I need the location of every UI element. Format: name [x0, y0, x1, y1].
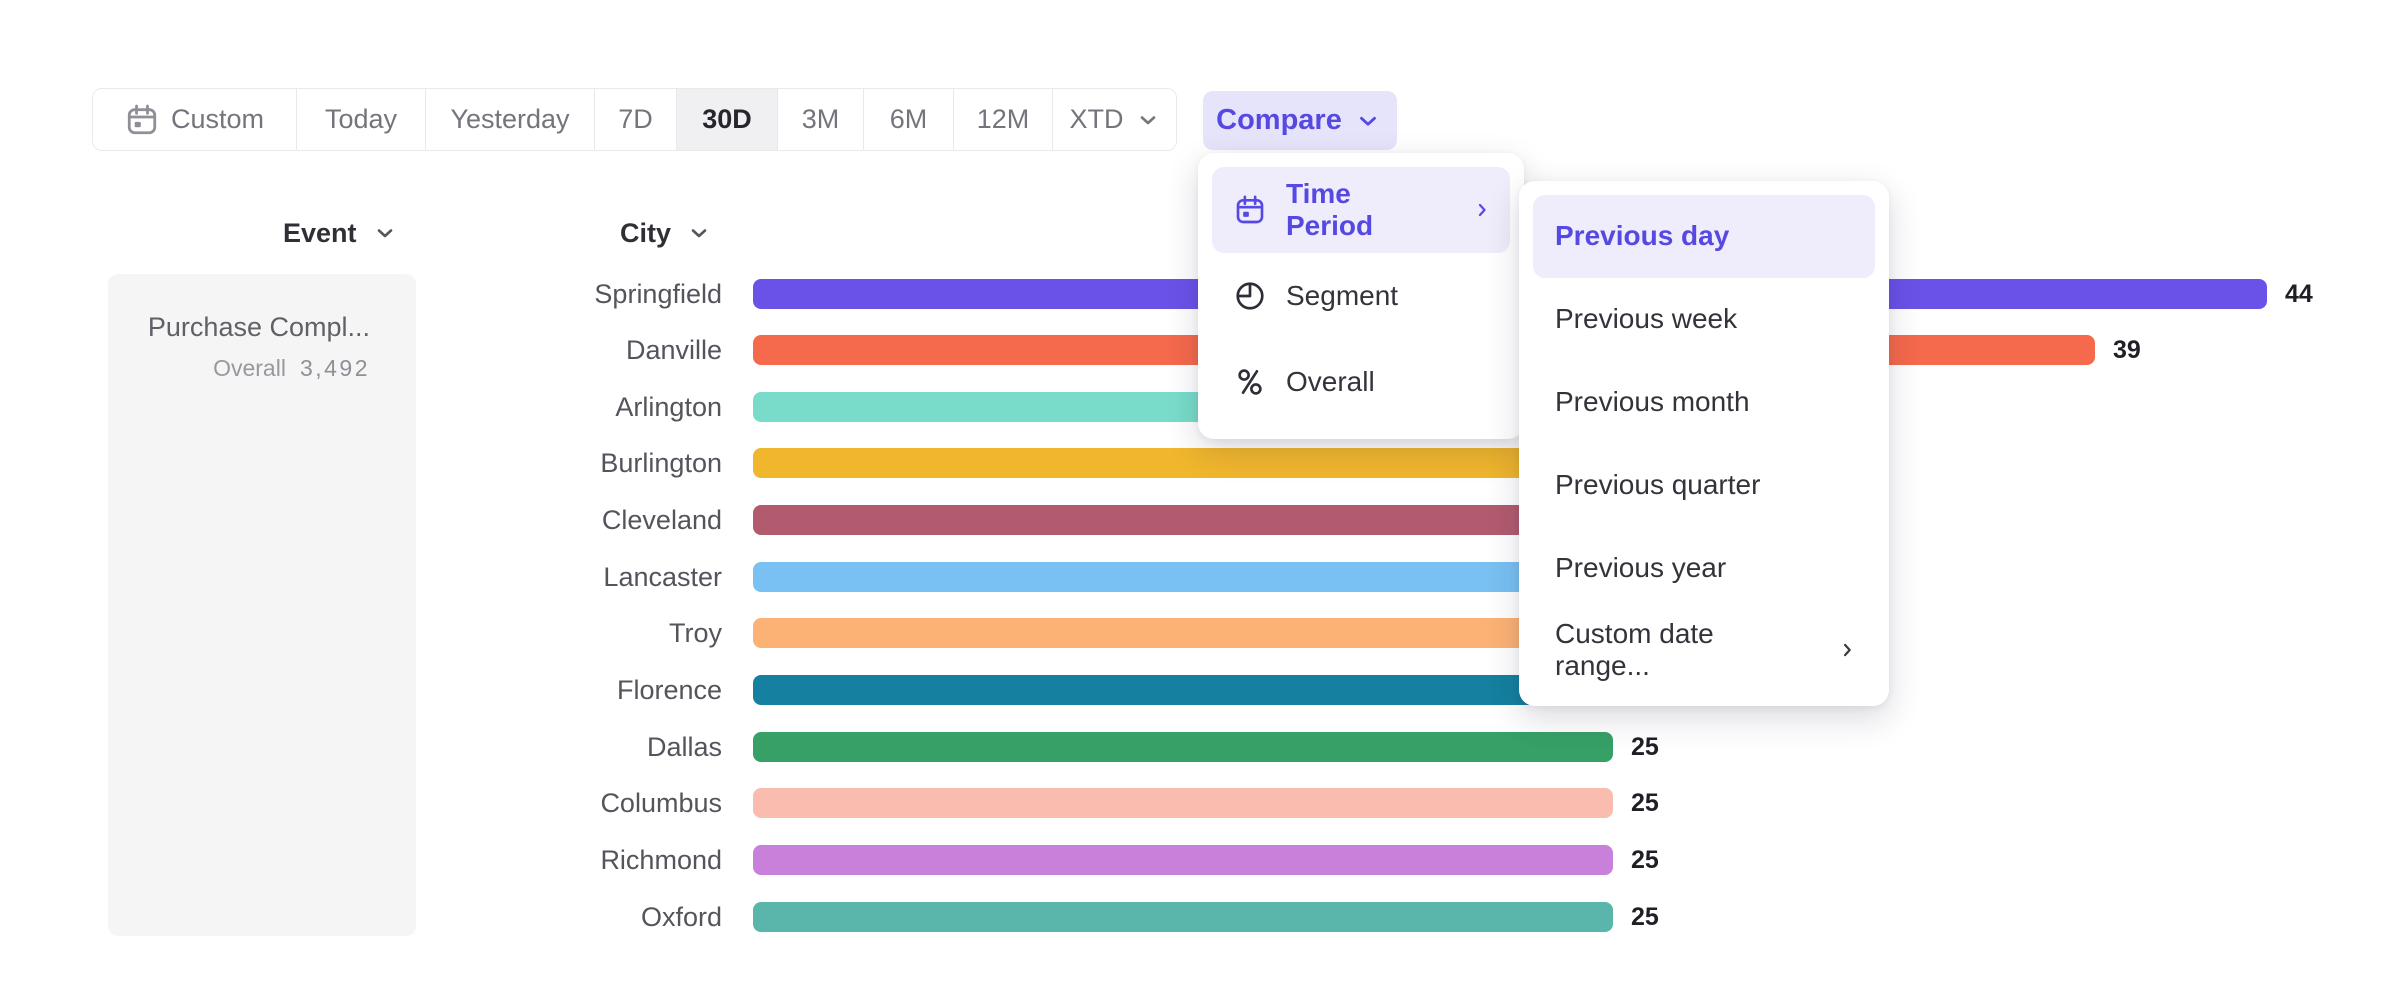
calendar-icon — [1234, 194, 1266, 226]
city-label-danville: Danville — [625, 335, 722, 366]
date-range-label: Yesterday — [450, 104, 570, 134]
event-column-header-label: Event — [283, 217, 357, 248]
chevron-down-icon — [683, 221, 715, 245]
menu-item-label: Time Period — [1286, 178, 1374, 241]
bar-columbus[interactable] — [753, 788, 1613, 819]
compare-menu: Time Period Segment Overall — [1198, 153, 1524, 439]
event-column-header[interactable]: Event — [283, 216, 401, 250]
city-label-arlington: Arlington — [615, 391, 722, 422]
date-range-custom[interactable]: Custom — [93, 89, 297, 150]
city-label-burlington: Burlington — [600, 448, 722, 479]
bar-dallas[interactable] — [753, 731, 1613, 762]
bar-value-dallas: 25 — [1631, 732, 1659, 761]
percent-icon — [1234, 366, 1266, 398]
compare-button[interactable]: Compare — [1203, 91, 1397, 150]
menu-item-label: Overall — [1286, 366, 1375, 397]
menu-item-label: Previous month — [1555, 385, 1750, 417]
menu-item-label: Previous year — [1555, 551, 1727, 583]
date-range-label: 7D — [618, 104, 653, 134]
pie-segment-icon — [1234, 280, 1266, 312]
city-label-lancaster: Lancaster — [603, 561, 722, 592]
chevron-down-icon — [377, 229, 392, 238]
time-period-option-previous-month[interactable]: Previous month — [1533, 361, 1875, 444]
bar-value-oxford: 25 — [1631, 902, 1659, 931]
time-period-submenu: Previous day Previous week Previous month P… — [1519, 181, 1889, 706]
menu-item-label: Custom date range... — [1555, 618, 1714, 682]
chevron-down-icon — [1352, 108, 1384, 134]
date-range-label: XTD — [1069, 104, 1124, 134]
calendar-icon — [1236, 195, 1264, 224]
date-range-12m[interactable]: 12M — [954, 89, 1053, 150]
chevron-down-icon — [1359, 116, 1376, 126]
percent-icon — [1238, 369, 1262, 395]
date-range-30d[interactable]: 30D — [677, 89, 778, 150]
menu-item-label: Segment — [1286, 280, 1399, 311]
time-period-option-previous-day[interactable]: Previous day — [1533, 195, 1875, 278]
time-period-option-previous-week[interactable]: Previous week — [1533, 278, 1875, 361]
chevron-down-icon — [691, 229, 707, 238]
bar-oxford[interactable] — [753, 901, 1613, 932]
overall-label: Overall — [213, 355, 286, 381]
time-period-option-custom-date-range[interactable]: Custom date range... — [1533, 609, 1875, 692]
city-label-springfield: Springfield — [594, 278, 722, 309]
date-range-yesterday[interactable]: Yesterday — [426, 89, 595, 150]
chevron-right-icon — [1478, 203, 1486, 217]
date-range-3m[interactable]: 3M — [778, 89, 864, 150]
bar-value-columbus: 25 — [1631, 789, 1659, 818]
date-range-label: Custom — [170, 104, 265, 134]
city-label-oxford: Oxford — [640, 901, 722, 932]
menu-item-label: Previous week — [1555, 303, 1738, 335]
city-column-header[interactable]: City — [620, 216, 715, 250]
date-range-label: 6M — [889, 104, 928, 134]
compare-menu-item-overall[interactable]: Overall — [1212, 339, 1510, 425]
overall-value: 3,492 — [299, 355, 370, 381]
pie-segment-icon — [1236, 282, 1264, 310]
chevron-down-icon — [1140, 115, 1155, 124]
bar-value-springfield: 44 — [2285, 279, 2313, 308]
city-label-columbus: Columbus — [600, 788, 722, 819]
event-card[interactable]: Purchase Compl... Overall 3,492 — [108, 274, 416, 936]
date-range-label: Today — [324, 104, 398, 134]
date-range-xtd[interactable]: XTD — [1053, 89, 1176, 150]
city-label-dallas: Dallas — [646, 731, 722, 762]
chevron-down-icon — [369, 221, 401, 245]
chevron-right-icon — [1843, 644, 1851, 657]
menu-item-label: Previous day — [1555, 220, 1730, 252]
compare-button-label: Compare — [1216, 104, 1342, 136]
date-range-label: 12M — [976, 104, 1030, 134]
date-range-6m[interactable]: 6M — [864, 89, 954, 150]
calendar-icon — [127, 104, 157, 134]
compare-menu-item-time-period[interactable]: Time Period — [1212, 167, 1510, 253]
menu-item-label: Previous quarter — [1555, 468, 1761, 500]
city-column-header-label: City — [620, 217, 672, 248]
bar-value-richmond: 25 — [1631, 846, 1659, 874]
time-period-option-previous-year[interactable]: Previous year — [1533, 526, 1875, 609]
time-period-option-previous-quarter[interactable]: Previous quarter — [1533, 443, 1875, 526]
event-name: Purchase Compl... — [147, 312, 370, 342]
bar-richmond[interactable] — [753, 845, 1613, 875]
date-range-toolbar: Custom Today Yesterday 7D 30D 3M 6M 12M XTD — [92, 88, 1177, 151]
date-range-7d[interactable]: 7D — [595, 89, 677, 150]
compare-menu-item-segment[interactable]: Segment — [1212, 253, 1510, 339]
city-label-cleveland: Cleveland — [601, 505, 722, 536]
city-label-troy: Troy — [669, 618, 722, 649]
event-overall-row: Overall 3,492 — [128, 355, 370, 382]
date-range-label: 3M — [801, 104, 840, 134]
date-range-today[interactable]: Today — [297, 89, 426, 150]
date-range-label: 30D — [702, 104, 752, 134]
bar-value-danville: 39 — [2113, 336, 2141, 365]
city-label-richmond: Richmond — [600, 845, 722, 875]
city-label-florence: Florence — [616, 675, 722, 706]
